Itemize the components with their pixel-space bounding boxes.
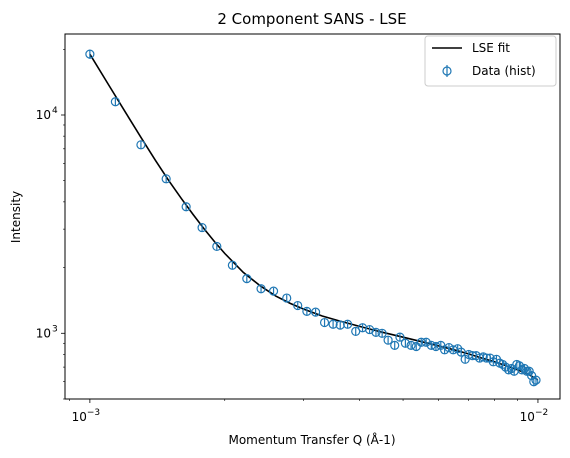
data-marker <box>242 274 252 284</box>
data-point <box>400 338 410 348</box>
data-marker <box>311 307 321 317</box>
data-point <box>302 306 312 316</box>
data-point <box>426 340 436 351</box>
data-marker <box>343 319 353 329</box>
data-marker <box>524 366 534 376</box>
data-point <box>524 366 534 376</box>
data-point <box>377 328 387 338</box>
data-marker <box>406 340 416 351</box>
data-marker <box>319 317 330 328</box>
data-marker <box>395 332 405 342</box>
data-point <box>256 284 266 294</box>
data-point <box>161 174 171 184</box>
data-point <box>311 307 321 317</box>
data-marker <box>377 328 387 338</box>
data-marker <box>293 300 303 311</box>
data-marker <box>181 202 191 212</box>
chart-marks <box>85 49 541 387</box>
data-point <box>383 335 393 345</box>
data-point <box>181 202 191 212</box>
data-marker <box>136 140 146 150</box>
legend-fit-label: LSE fit <box>472 41 510 55</box>
data-point <box>357 323 368 333</box>
axes-frame <box>64 33 561 400</box>
data-marker <box>400 338 410 348</box>
data-marker <box>488 357 498 367</box>
data-point <box>431 341 441 352</box>
data-point <box>319 317 330 328</box>
data-point <box>416 337 426 347</box>
y-axis-label: Intensity <box>9 191 23 243</box>
data-marker <box>85 49 95 59</box>
data-point <box>529 377 539 387</box>
data-marker <box>383 335 393 345</box>
data-point <box>242 274 252 284</box>
data-point <box>110 97 120 107</box>
data-point <box>85 49 95 59</box>
data-marker <box>416 337 426 347</box>
data-marker <box>212 241 222 252</box>
data-marker <box>328 319 338 329</box>
data-marker <box>390 340 400 351</box>
data-marker <box>197 222 207 233</box>
data-marker <box>529 377 539 387</box>
data-marker <box>351 326 361 337</box>
data-marker <box>256 284 266 294</box>
data-point <box>197 222 207 233</box>
data-marker <box>498 359 508 370</box>
data-point <box>351 326 361 337</box>
data-marker <box>421 337 431 347</box>
data-point <box>395 332 405 342</box>
data-marker <box>357 323 368 333</box>
chart-title: 2 Component SANS - LSE <box>217 10 406 28</box>
data-marker <box>501 362 511 372</box>
data-marker <box>426 340 436 351</box>
data-marker <box>431 341 441 352</box>
data-marker <box>268 286 279 296</box>
data-point <box>390 340 400 351</box>
data-marker <box>282 293 292 303</box>
data-point <box>212 241 222 252</box>
data-point <box>136 140 146 150</box>
data-point <box>282 293 292 303</box>
data-point <box>343 319 353 329</box>
data-point <box>268 286 279 296</box>
data-marker <box>371 327 381 337</box>
legend: LSE fit Data (hist) <box>424 35 557 87</box>
data-point <box>227 260 237 270</box>
data-point <box>371 327 381 337</box>
data-point <box>421 337 431 347</box>
data-point <box>406 340 416 351</box>
data-marker <box>302 306 312 316</box>
legend-data-label: Data (hist) <box>472 64 536 78</box>
x-axis-label: Momentum Transfer Q (Å-1) <box>228 432 395 447</box>
data-marker <box>519 363 530 374</box>
data-marker <box>161 174 171 184</box>
data-marker <box>227 260 237 270</box>
data-point <box>328 319 338 329</box>
legend-data-marker <box>442 66 452 76</box>
data-marker <box>110 97 120 107</box>
data-marker <box>531 375 541 385</box>
data-point <box>531 375 541 385</box>
data-point <box>293 300 303 311</box>
